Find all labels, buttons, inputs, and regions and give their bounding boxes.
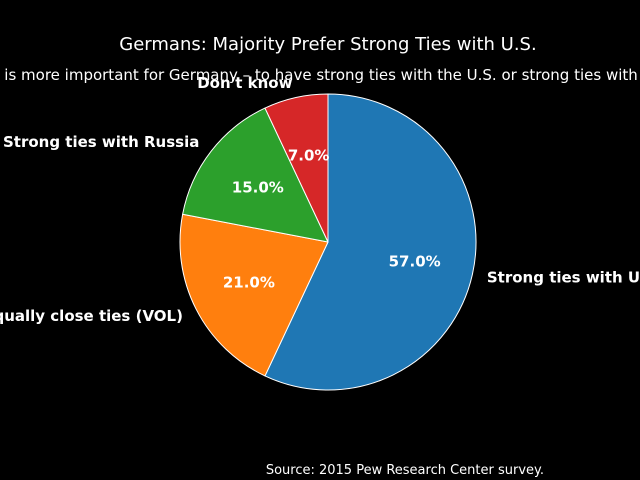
pct-label-equally-close-ties-vol: 21.0% [223, 273, 275, 291]
pie-slice-don-t-know [264, 93, 329, 243]
chart-subtitle: Which is more important for Germany – to… [0, 66, 640, 84]
pie-slice-strong-ties-with-russia [182, 107, 329, 243]
slice-label-strong-ties-with-russia: Strong ties with Russia [3, 133, 199, 151]
slice-label-strong-ties-with-u-s: Strong ties with U.S. [487, 269, 640, 287]
pie-slice-strong-ties-with-u-s [264, 93, 477, 391]
pie-labels: 57.0% Strong ties with U.S. 21.0% Equally c… [0, 74, 640, 325]
pie-slice-equally-close-ties-vol [179, 213, 329, 377]
pie-slices [179, 93, 477, 391]
slice-label-equally-close-ties-vol: Equally close ties (VOL) [0, 307, 183, 325]
chart-source: Source: 2015 Pew Research Center survey. [266, 463, 544, 478]
slice-label-don-t-know: Don't know [197, 74, 292, 92]
pct-label-don-t-know: 7.0% [288, 146, 330, 164]
pct-label-strong-ties-with-russia: 15.0% [232, 179, 284, 197]
chart-title: Germans: Majority Prefer Strong Ties wit… [119, 34, 536, 55]
pct-label-strong-ties-with-u-s: 57.0% [389, 252, 441, 270]
